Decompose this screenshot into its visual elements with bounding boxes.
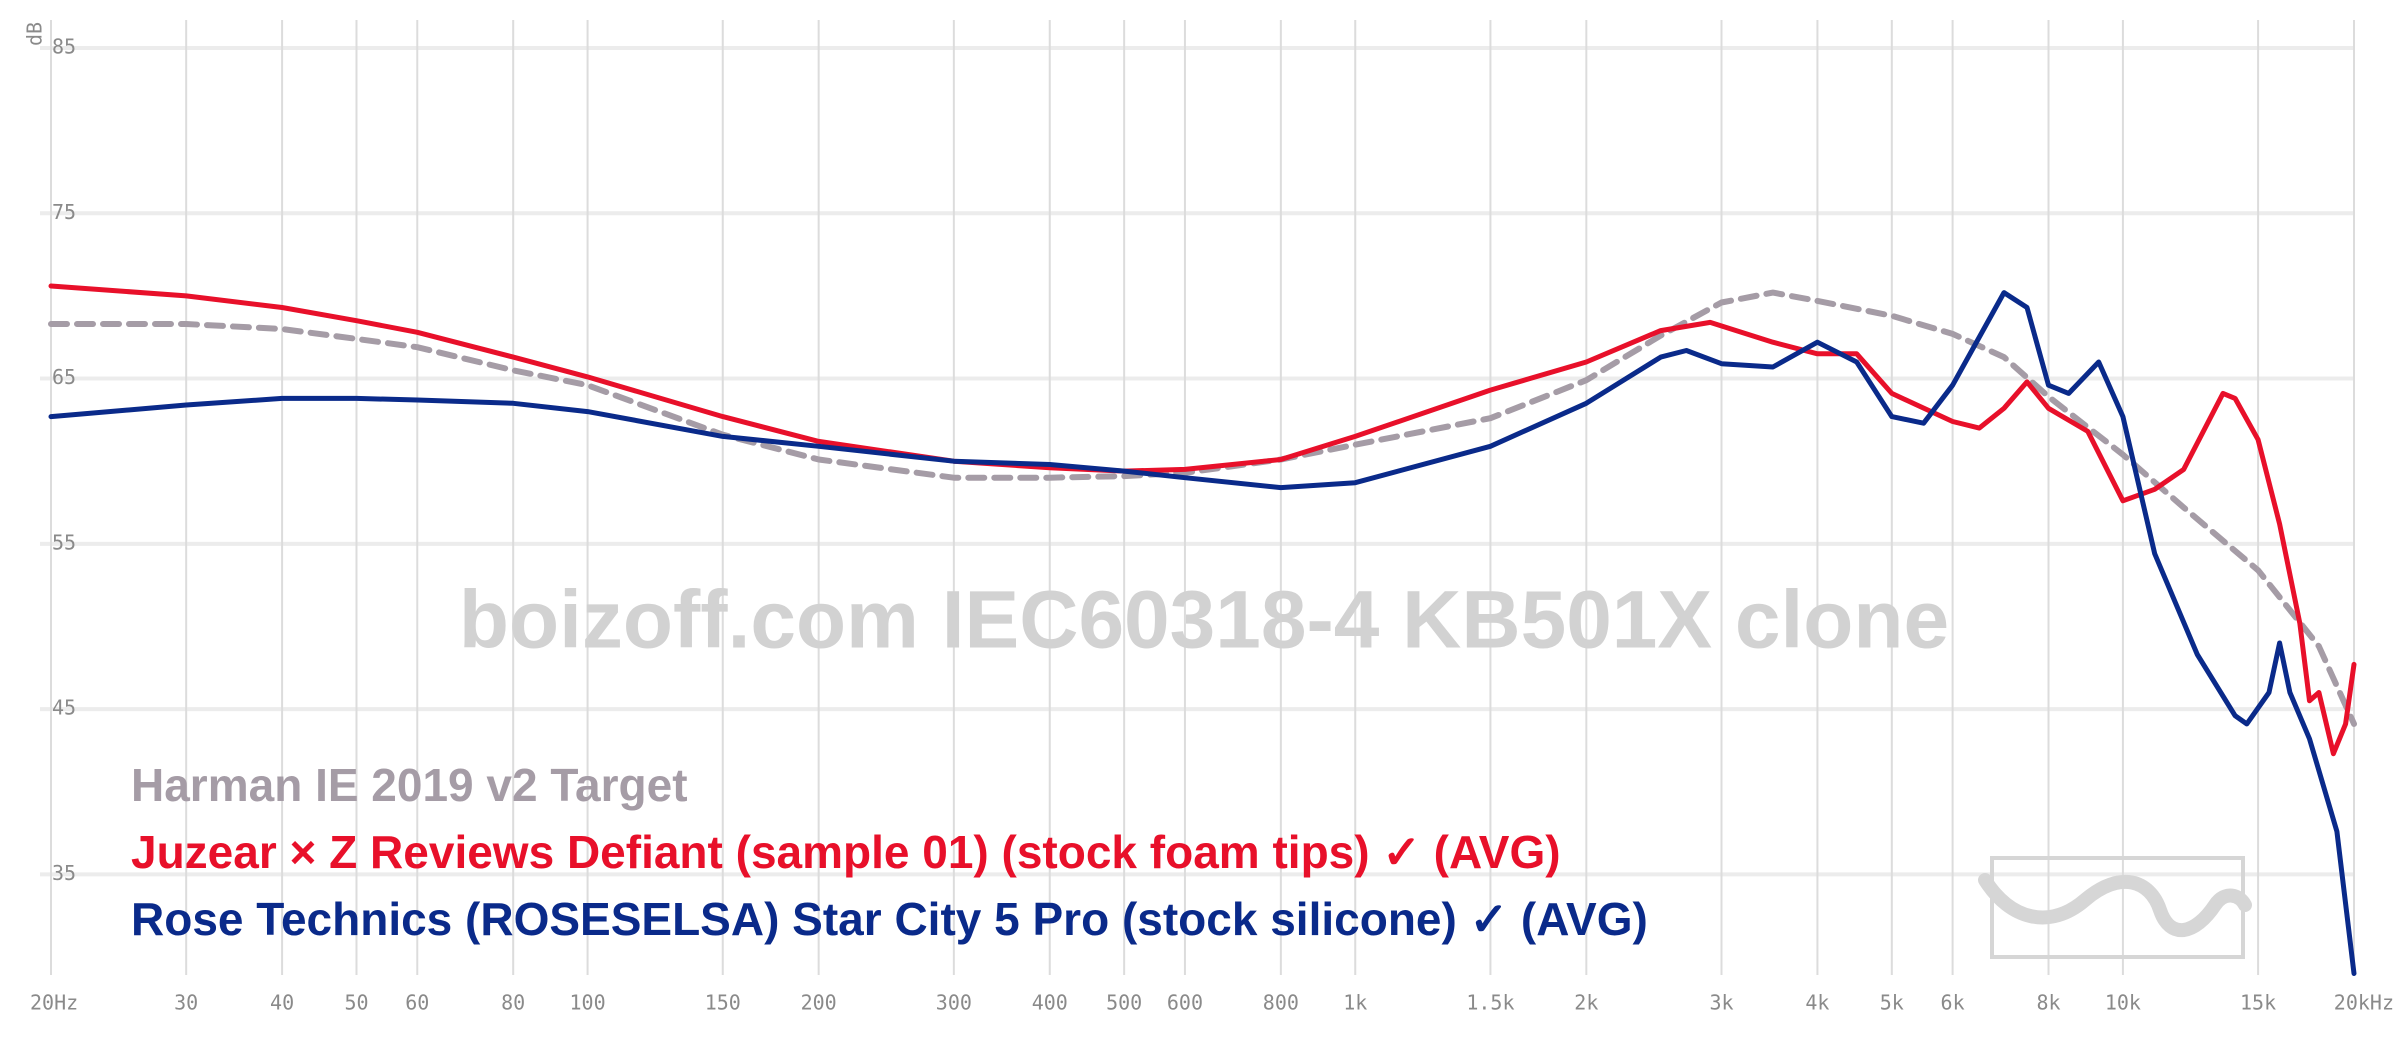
x-tick-label: 40	[270, 991, 294, 1015]
y-tick-label: 55	[52, 530, 76, 554]
x-tick-label: 300	[936, 991, 972, 1015]
x-tick-label: 30	[174, 991, 198, 1015]
x-tick-label: 500	[1106, 991, 1142, 1015]
legend-entry: Rose Technics (ROSESELSA) Star City 5 Pr…	[131, 893, 1648, 945]
x-tick-label: 1.5k	[1466, 991, 1514, 1015]
x-tick-label: 15k	[2240, 991, 2276, 1015]
x-tick-label: 8k	[2036, 991, 2060, 1015]
x-tick-label: 3k	[1709, 991, 1733, 1015]
x-tick-label: 400	[1032, 991, 1068, 1015]
x-tick-label: 800	[1263, 991, 1299, 1015]
y-tick-label: 35	[52, 861, 76, 885]
logo	[1978, 856, 2252, 959]
y-axis-label: dB	[23, 22, 47, 46]
series-line	[48, 290, 2357, 976]
x-tick-label: 100	[570, 991, 606, 1015]
x-tick-label: 6k	[1941, 991, 1965, 1015]
x-tick-label: 200	[801, 991, 837, 1015]
x-tick-label: 50	[344, 991, 368, 1015]
legend-entry: Juzear × Z Reviews Defiant (sample 01) (…	[131, 826, 1561, 878]
x-tick-label: 600	[1167, 991, 1203, 1015]
x-tick-label: 5k	[1880, 991, 1904, 1015]
series-line	[48, 283, 2357, 757]
lines	[48, 283, 2357, 976]
y-tick-label: 45	[52, 696, 76, 720]
x-tick-label: 2k	[1574, 991, 1598, 1015]
x-tick-label: 20kHz	[2334, 991, 2394, 1015]
x-tick-label: 60	[405, 991, 429, 1015]
x-tick-label: 150	[705, 991, 741, 1015]
series-line	[48, 289, 2357, 727]
x-tick-label: 20Hz	[30, 991, 78, 1015]
grid: 35 45 55 65 75 85 20Hz 30 40 50 60 80 100 150 200 300 40…	[30, 20, 2394, 1015]
x-tick-label: 1k	[1343, 991, 1367, 1015]
legend-entry: Harman IE 2019 v2 Target	[131, 759, 688, 811]
x-tick-label: 10k	[2105, 991, 2141, 1015]
watermark: boizoff.com IEC60318-4 KB501X clone	[459, 575, 1949, 666]
y-tick-label: 75	[52, 200, 76, 224]
legend: Harman IE 2019 v2 Target Juzear × Z Revie…	[131, 759, 1648, 945]
y-tick-label: 85	[52, 35, 76, 59]
logo-squiggle	[1978, 873, 2252, 937]
y-tick-label: 65	[52, 365, 76, 389]
x-tick-label: 4k	[1805, 991, 1829, 1015]
x-tick-label: 80	[501, 991, 525, 1015]
